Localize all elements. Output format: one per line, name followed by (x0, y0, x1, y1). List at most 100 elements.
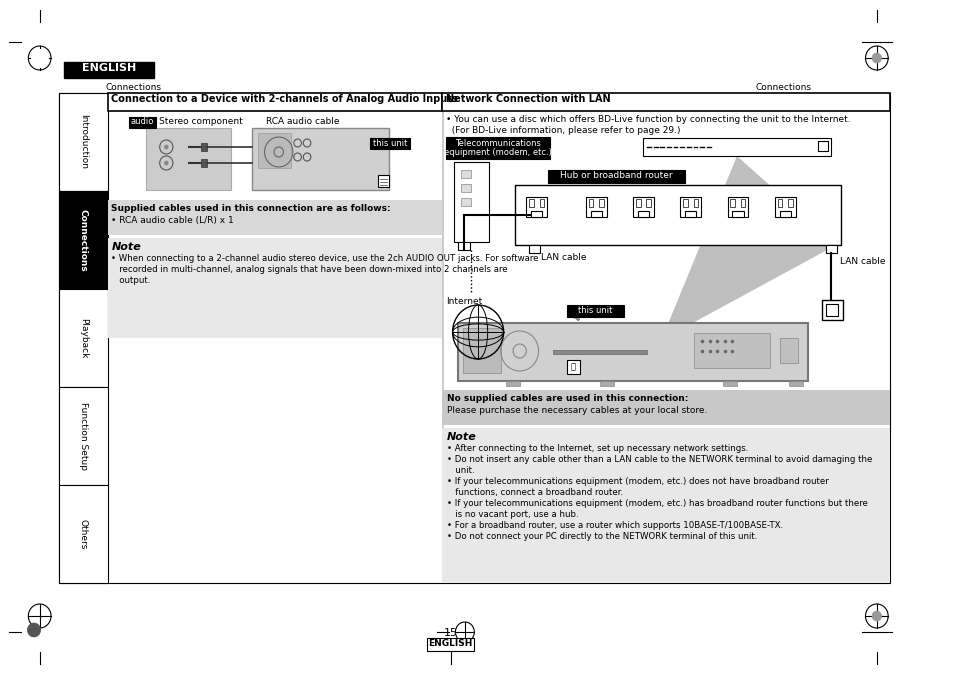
Text: • Do not connect your PC directly to the NETWORK terminal of this unit.: • Do not connect your PC directly to the… (446, 532, 757, 541)
Bar (825, 304, 838, 316)
Text: No supplied cables are used in this connection:: No supplied cables are used in this conn… (446, 394, 687, 403)
Bar (787, 199, 792, 207)
Bar (825, 245, 837, 253)
Text: RCA audio cable: RCA audio cable (266, 117, 339, 126)
Bar (108, 238, 442, 338)
Text: functions, connect a broadband router.: functions, connect a broadband router. (446, 488, 622, 497)
Bar (130, 117, 155, 128)
Bar (531, 211, 542, 217)
Text: LAN cable: LAN cable (541, 253, 586, 262)
Bar (585, 197, 606, 217)
Polygon shape (660, 156, 836, 340)
Bar (257, 133, 291, 168)
Bar (727, 197, 747, 217)
Text: Introduction: Introduction (78, 115, 88, 169)
Text: 🖼: 🖼 (571, 363, 576, 371)
Bar (641, 138, 831, 156)
Bar (460, 170, 470, 178)
Text: Connections: Connections (755, 83, 811, 92)
Text: audio: audio (131, 117, 154, 127)
Bar (462, 328, 500, 373)
Bar (526, 197, 546, 217)
Bar (730, 199, 735, 207)
Bar (552, 350, 646, 354)
Bar (599, 381, 614, 386)
Text: 15: 15 (443, 628, 457, 638)
Bar (588, 199, 593, 207)
Circle shape (164, 161, 168, 165)
Circle shape (164, 145, 168, 149)
Bar (598, 199, 603, 207)
Text: Internet: Internet (445, 297, 481, 306)
Text: Others: Others (78, 519, 88, 549)
Text: Function Setup: Function Setup (78, 402, 88, 470)
Text: this unit: this unit (578, 306, 612, 315)
Bar (788, 381, 802, 386)
Text: Stereo component: Stereo component (158, 117, 242, 126)
Text: Please purchase the necessary cables at your local store.: Please purchase the necessary cables at … (446, 406, 706, 415)
Bar (529, 199, 534, 207)
Bar (442, 390, 889, 425)
Text: • After connecting to the Internet, set up necessary network settings.: • After connecting to the Internet, set … (446, 444, 747, 453)
Bar (505, 381, 519, 386)
Circle shape (871, 53, 881, 63)
Bar (693, 199, 698, 207)
Bar (370, 138, 410, 149)
Text: Connection to a Device with 2-channels of Analog Audio Inputs: Connection to a Device with 2-channels o… (112, 94, 457, 104)
Text: • If your telecommunications equipment (modem, etc.) has broadband router functi: • If your telecommunications equipment (… (446, 499, 867, 508)
Bar (442, 428, 889, 583)
Text: output.: output. (112, 276, 151, 285)
Bar (515, 185, 840, 245)
Text: • Do not insert any cable other than a LAN cable to the NETWORK terminal to avoi: • Do not insert any cable other than a L… (446, 455, 871, 464)
Bar (694, 333, 769, 368)
Bar (636, 199, 640, 207)
Bar (821, 300, 841, 320)
Bar (457, 242, 469, 250)
Text: Note: Note (112, 242, 141, 252)
Bar (590, 211, 601, 217)
Bar (732, 211, 742, 217)
Text: • For a broadband router, use a router which supports 10BASE-T/100BASE-TX.: • For a broadband router, use a router w… (446, 521, 782, 530)
Bar (566, 305, 623, 317)
Bar (252, 128, 389, 190)
Text: Note: Note (446, 432, 476, 442)
Bar (679, 197, 700, 217)
Bar (740, 199, 744, 207)
Text: ENGLISH: ENGLISH (81, 63, 135, 73)
Bar (547, 170, 684, 183)
Bar (442, 93, 889, 111)
Text: unit.: unit. (446, 466, 474, 475)
Bar (377, 175, 389, 187)
Bar (64, 62, 153, 78)
Bar (453, 162, 489, 242)
Bar (682, 199, 687, 207)
Text: LAN cable: LAN cable (839, 257, 884, 266)
Bar (58, 387, 108, 485)
Bar (460, 184, 470, 192)
Text: • If your telecommunications equipment (modem, etc.) does not have broadband rou: • If your telecommunications equipment (… (446, 477, 828, 486)
Text: • RCA audio cable (L/R) x 1: • RCA audio cable (L/R) x 1 (112, 216, 234, 225)
Text: Network Connection with LAN: Network Connection with LAN (445, 94, 610, 104)
Text: equipment (modem, etc.): equipment (modem, etc.) (443, 148, 551, 157)
Bar (684, 211, 696, 217)
Bar (442, 93, 443, 583)
Bar (638, 211, 648, 217)
Text: Telecommunications: Telecommunications (455, 139, 540, 148)
Bar (445, 137, 549, 159)
Bar (779, 338, 798, 363)
Bar (633, 197, 653, 217)
Bar (58, 191, 108, 289)
Bar (108, 200, 442, 235)
Bar (539, 199, 543, 207)
Bar (457, 323, 807, 381)
Circle shape (871, 611, 881, 621)
Bar (645, 199, 650, 207)
Bar (777, 199, 781, 207)
Bar (460, 198, 470, 206)
Text: Supplied cables used in this connection are as follows:: Supplied cables used in this connection … (112, 204, 391, 213)
Text: • When connecting to a 2-channel audio stereo device, use the 2ch AUDIO OUT jack: • When connecting to a 2-channel audio s… (112, 254, 538, 263)
Text: ENGLISH: ENGLISH (428, 639, 473, 648)
Bar (427, 638, 474, 651)
Bar (566, 360, 579, 374)
Text: Playback: Playback (78, 318, 88, 358)
